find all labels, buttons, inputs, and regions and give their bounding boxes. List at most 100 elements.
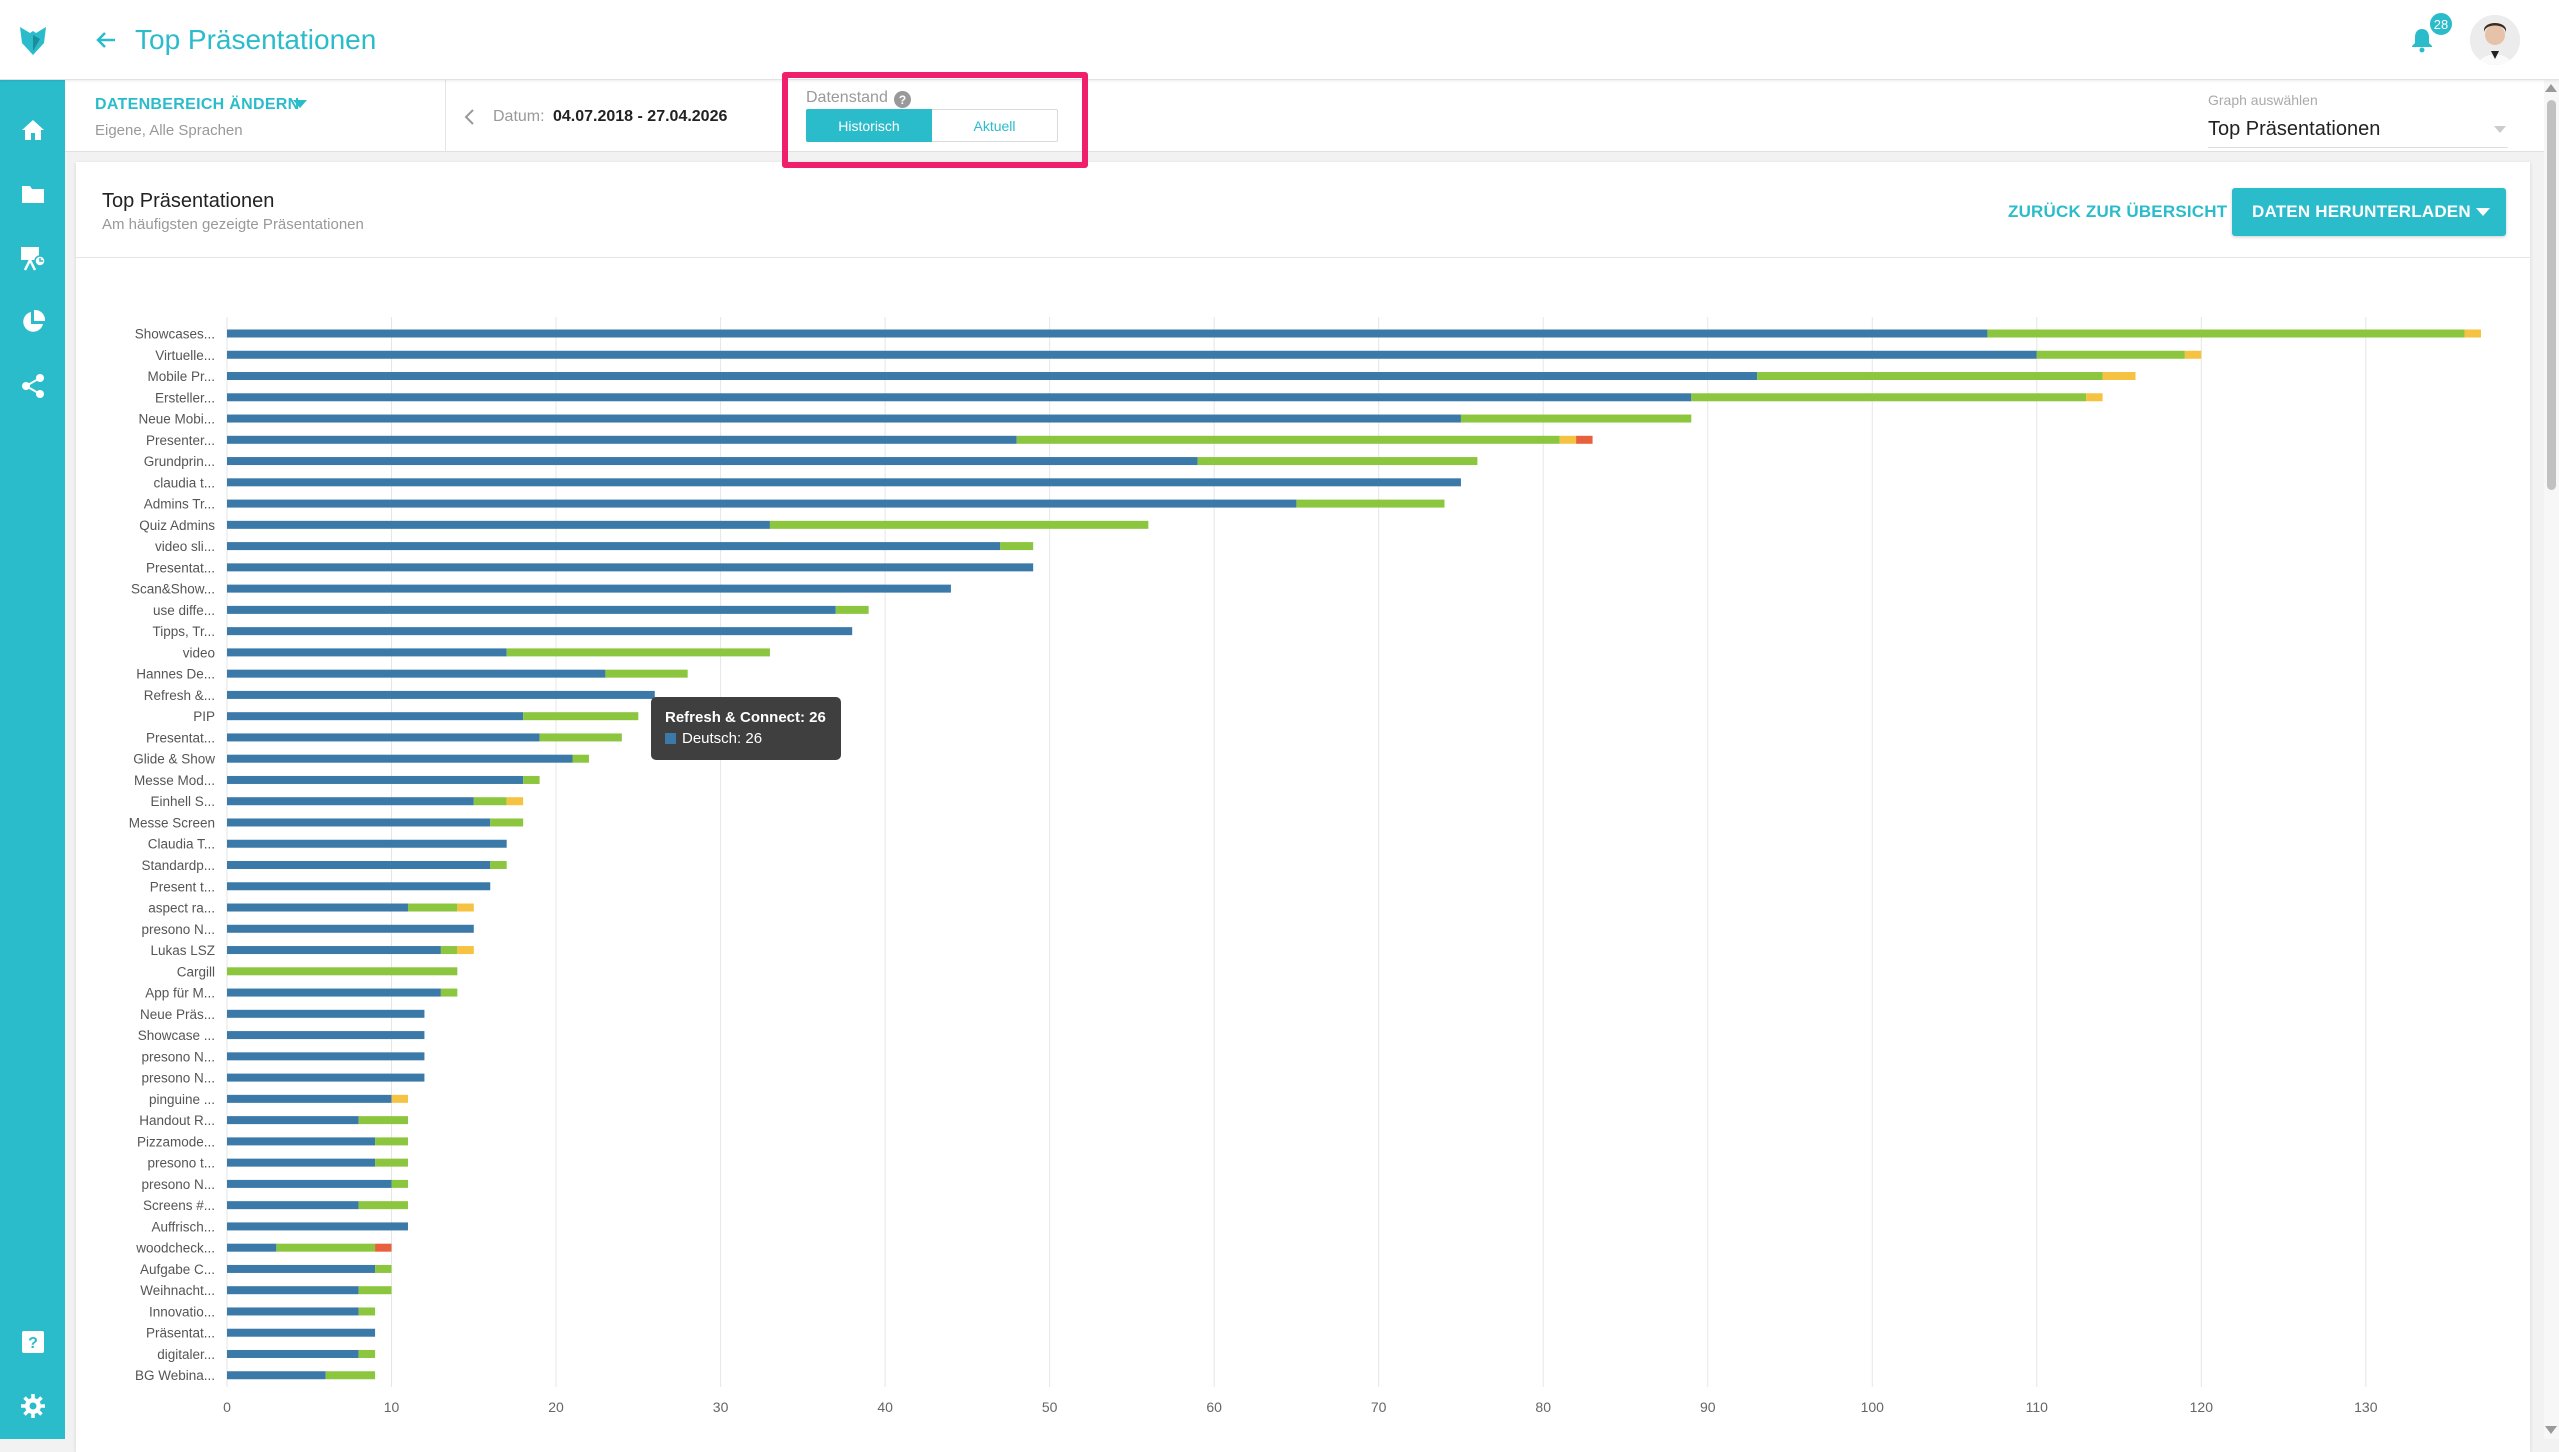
bar-segment[interactable] — [227, 1307, 359, 1316]
bar-segment[interactable] — [227, 605, 836, 614]
bar-segment[interactable] — [2102, 372, 2136, 381]
bar-segment[interactable] — [490, 818, 524, 827]
bar-segment[interactable] — [523, 712, 639, 721]
chevron-left-icon[interactable] — [455, 102, 485, 132]
bar-segment[interactable] — [1691, 393, 2087, 402]
bar-segment[interactable] — [2464, 329, 2481, 338]
bar-segment[interactable] — [227, 627, 853, 636]
bar-segment[interactable] — [769, 520, 1149, 529]
help-circle-icon[interactable]: ? — [894, 91, 911, 108]
avatar[interactable] — [2470, 15, 2520, 65]
pie-chart-icon[interactable] — [0, 294, 65, 350]
bar-segment[interactable] — [227, 584, 951, 593]
bar-segment[interactable] — [227, 775, 524, 784]
bar-segment[interactable] — [2184, 350, 2202, 359]
bar-segment[interactable] — [227, 520, 770, 529]
bar-segment[interactable] — [227, 1371, 326, 1380]
bar-segment[interactable] — [358, 1286, 392, 1295]
bar-segment[interactable] — [358, 1116, 408, 1125]
bar-segment[interactable] — [358, 1349, 376, 1358]
bar-segment[interactable] — [440, 946, 458, 955]
bar-segment[interactable] — [227, 499, 1297, 508]
bar-segment[interactable] — [835, 605, 869, 614]
bar-segment[interactable] — [276, 1243, 376, 1252]
caret-down-icon[interactable] — [2476, 208, 2490, 216]
bar-segment[interactable] — [227, 754, 573, 763]
bar-segment[interactable] — [227, 1031, 425, 1040]
bar-segment[interactable] — [539, 733, 622, 742]
graph-select[interactable]: Top Präsentationen — [2208, 112, 2508, 148]
bar-segment[interactable] — [440, 988, 458, 997]
bar-segment[interactable] — [227, 329, 1988, 338]
bar-segment[interactable] — [1197, 457, 1478, 466]
bar-segment[interactable] — [227, 1349, 359, 1358]
bar-segment[interactable] — [358, 1201, 408, 1210]
back-arrow-icon[interactable] — [88, 22, 124, 58]
bar-segment[interactable] — [457, 903, 474, 912]
bar-segment[interactable] — [1296, 499, 1445, 508]
bar-segment[interactable] — [227, 563, 1034, 572]
bar-segment[interactable] — [227, 372, 1758, 381]
bar-segment[interactable] — [227, 861, 491, 869]
bar-segment[interactable] — [1576, 435, 1593, 444]
bar-segment[interactable] — [2086, 393, 2103, 402]
bar-segment[interactable] — [1757, 372, 2103, 381]
bar-segment[interactable] — [227, 1328, 376, 1337]
bar-segment[interactable] — [227, 1243, 277, 1252]
bar-segment[interactable] — [1987, 329, 2465, 338]
app-logo[interactable] — [0, 0, 65, 80]
bar-segment[interactable] — [227, 818, 491, 827]
folder-icon[interactable] — [0, 166, 65, 222]
bar-segment[interactable] — [227, 690, 655, 699]
bar-segment[interactable] — [227, 1052, 425, 1061]
bar-segment[interactable] — [391, 1179, 408, 1188]
bar-segment[interactable] — [227, 967, 458, 976]
home-icon[interactable] — [0, 102, 65, 158]
bar-segment[interactable] — [227, 393, 1692, 402]
bar-segment[interactable] — [1000, 542, 1034, 551]
bar-segment[interactable] — [227, 1264, 376, 1273]
bar-segment[interactable] — [227, 1073, 425, 1082]
bar-segment[interactable] — [227, 1158, 376, 1167]
bar-segment[interactable] — [227, 457, 1198, 466]
scroll-down-arrow-icon[interactable] — [2545, 1426, 2557, 1434]
bar-segment[interactable] — [227, 946, 441, 955]
bell-icon[interactable] — [2404, 22, 2440, 58]
scrollbar-thumb[interactable] — [2547, 100, 2556, 490]
bar-segment[interactable] — [227, 1201, 359, 1210]
bar-segment[interactable] — [490, 861, 507, 869]
bar-segment[interactable] — [325, 1371, 376, 1380]
bar-segment[interactable] — [227, 1094, 392, 1103]
bar-segment[interactable] — [227, 924, 474, 933]
share-icon[interactable] — [0, 358, 65, 414]
toggle-historisch[interactable]: Historisch — [806, 109, 932, 142]
bar-segment[interactable] — [227, 733, 540, 742]
bar-segment[interactable] — [227, 478, 1461, 487]
settings-gear-icon[interactable] — [0, 1378, 65, 1434]
bar-segment[interactable] — [375, 1137, 408, 1146]
bar-segment[interactable] — [572, 754, 589, 763]
bar-segment[interactable] — [1460, 414, 1692, 423]
bar-segment[interactable] — [227, 669, 606, 678]
caret-down-icon[interactable] — [293, 100, 307, 108]
download-data-button[interactable]: DATEN HERUNTERLADEN — [2232, 188, 2506, 236]
help-icon[interactable]: ? — [0, 1314, 65, 1370]
bar-segment[interactable] — [227, 712, 524, 721]
bar-segment[interactable] — [227, 435, 1017, 444]
back-to-overview-link[interactable]: ZURÜCK ZUR ÜBERSICHT — [2008, 202, 2228, 221]
bar-segment[interactable] — [375, 1243, 392, 1252]
bar-segment[interactable] — [227, 414, 1461, 423]
bar-segment[interactable] — [227, 350, 2037, 359]
bar-segment[interactable] — [358, 1307, 376, 1316]
bar-segment[interactable] — [375, 1158, 408, 1167]
bar-segment[interactable] — [506, 648, 770, 657]
bar-segment[interactable] — [227, 839, 507, 848]
bar-segment[interactable] — [227, 1179, 392, 1188]
bar-segment[interactable] — [473, 797, 507, 806]
presentation-stats-icon[interactable] — [0, 230, 65, 286]
bar-segment[interactable] — [227, 1116, 359, 1125]
bar-segment[interactable] — [227, 1222, 408, 1231]
bar-segment[interactable] — [227, 1286, 359, 1295]
bar-segment[interactable] — [1016, 435, 1560, 444]
bar-segment[interactable] — [227, 542, 1001, 551]
